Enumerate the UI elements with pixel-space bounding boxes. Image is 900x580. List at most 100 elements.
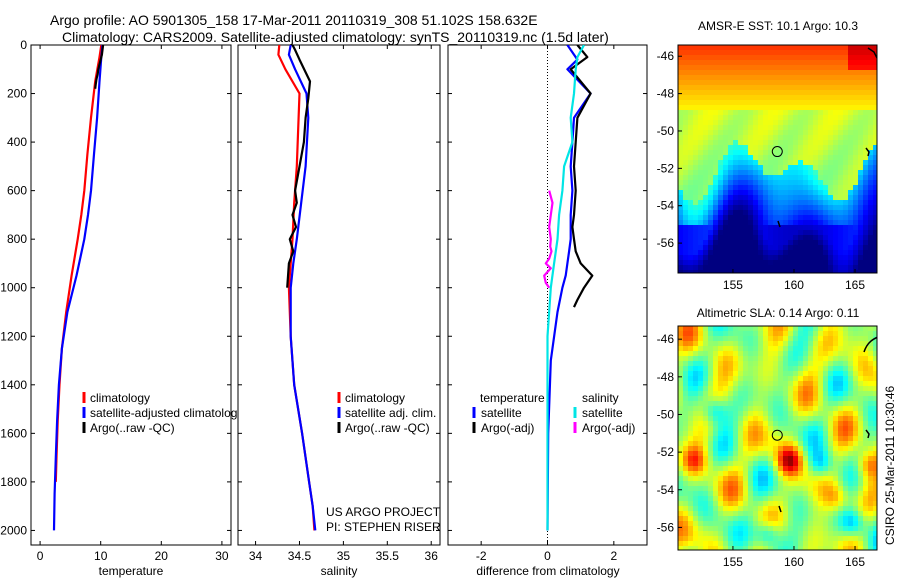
temperature-xlabel: temperature [99,564,164,578]
heatmap-cell [823,160,829,166]
y-tick-label: 1200 [0,329,27,343]
heatmap-cell [843,130,849,136]
heatmap-cell [758,150,764,156]
heatmap-cell [873,155,877,161]
heatmap-cell [733,45,739,51]
heatmap-cell [738,140,744,146]
heatmap-cell [838,265,844,271]
heatmap-cell [863,240,869,246]
heatmap-cell [678,491,684,497]
heatmap-cell [773,341,779,347]
heatmap-cell [873,95,877,101]
credit-timestamp: CSIRO 25-Mar-2011 10:30:46 [883,385,897,545]
heatmap-cell [793,486,799,492]
heatmap-cell [808,135,814,141]
heatmap-cell [723,90,729,96]
heatmap-cell [728,245,734,251]
series-line-argo-raw-qc [286,45,312,288]
heatmap-cell [693,421,699,427]
heatmap-cell [813,406,819,412]
heatmap-cell [748,120,754,126]
heatmap-cell [788,331,794,337]
heatmap-cell [773,431,779,437]
heatmap-cell [798,155,804,161]
heatmap-cell [728,331,734,337]
heatmap-cell [693,376,699,382]
heatmap-cell [708,80,714,86]
heatmap-cell [723,426,729,432]
heatmap-cell [853,486,859,492]
heatmap-cell [703,391,709,397]
heatmap-cell [738,361,744,367]
salinity-legend-satellite: satellite adj. clim. [345,406,436,420]
heatmap-cell [813,366,819,372]
heatmap-cell [858,215,864,221]
heatmap-cell [728,180,734,186]
heatmap-cell [748,110,754,116]
heatmap-cell [838,160,844,166]
heatmap-cell [703,526,709,532]
heatmap-cell [748,210,754,216]
heatmap-cell [708,516,714,522]
heatmap-cell [688,50,694,56]
heatmap-cell [833,220,839,226]
heatmap-cell [828,416,834,422]
heatmap-cell [688,536,694,542]
heatmap-cell [688,140,694,146]
heatmap-cell [788,381,794,387]
heatmap-cell [868,255,874,261]
heatmap-cell [863,190,869,196]
heatmap-cell [743,436,749,442]
heatmap-cell [703,521,709,527]
heatmap-cell [678,205,684,211]
heatmap-cell [748,416,754,422]
heatmap-cell [798,331,804,337]
heatmap-cell [848,466,854,472]
heatmap-cell [808,185,814,191]
heatmap-cell [853,190,859,196]
heatmap-cell [708,431,714,437]
heatmap-cell [733,135,739,141]
heatmap-cell [693,255,699,261]
heatmap-cell [748,140,754,146]
heatmap-cell [678,235,684,241]
heatmap-cell [743,100,749,106]
heatmap-cell [733,235,739,241]
heatmap-cell [733,120,739,126]
heatmap-cell [683,195,689,201]
heatmap-cell [833,326,839,332]
heatmap-cell [828,115,834,121]
heatmap-cell [838,165,844,171]
heatmap-cell [753,331,759,337]
heatmap-cell [858,411,864,417]
heatmap-cell [698,140,704,146]
heatmap-cell [728,190,734,196]
heatmap-cell [693,45,699,51]
heatmap-cell [713,100,719,106]
heatmap-cell [788,486,794,492]
heatmap-cell [868,75,874,81]
heatmap-cell [873,250,877,256]
heatmap-cell [803,511,809,517]
heatmap-cell [808,180,814,186]
heatmap-cell [828,421,834,427]
heatmap-cell [758,521,764,527]
heatmap-cell [783,50,789,56]
heatmap-cell [803,451,809,457]
heatmap-cell [703,80,709,86]
heatmap-cell [773,60,779,66]
heatmap-cell [753,341,759,347]
heatmap-cell [803,326,809,332]
heatmap-cell [868,401,874,407]
heatmap-cell [848,170,854,176]
heatmap-cell [718,165,724,171]
heatmap-cell [733,371,739,377]
heatmap-cell [803,225,809,231]
heatmap-cell [733,456,739,462]
heatmap-cell [828,160,834,166]
heatmap-cell [703,50,709,56]
heatmap-cell [693,531,699,537]
heatmap-cell [768,486,774,492]
heatmap-cell [693,270,699,273]
heatmap-cell [758,516,764,522]
